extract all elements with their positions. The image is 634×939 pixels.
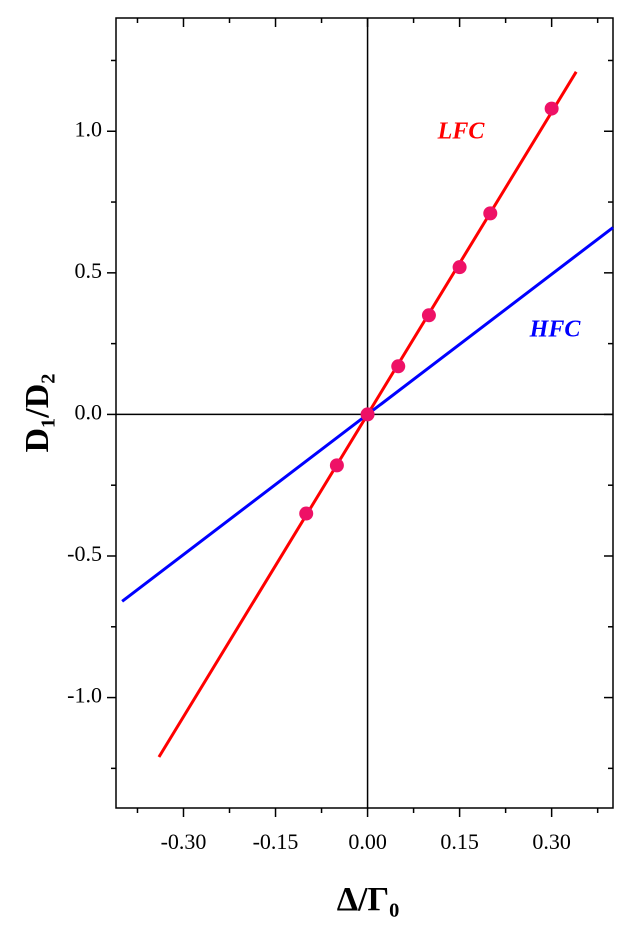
data-point [452, 260, 467, 275]
series-label: LFC [437, 119, 486, 145]
data-point [299, 506, 314, 521]
data-point [360, 407, 375, 422]
y-tick-label: 0.5 [75, 258, 103, 283]
y-axis-title: D₁/D₂ [19, 374, 56, 453]
y-tick-label: -0.5 [67, 541, 102, 566]
y-tick-label: 1.0 [75, 116, 103, 141]
data-point [329, 458, 344, 473]
data-point [483, 206, 498, 221]
x-tick-label: 0.30 [532, 829, 571, 854]
y-tick-label: 0.0 [75, 399, 103, 424]
plot-frame [115, 17, 614, 809]
series-label: HFC [529, 317, 582, 343]
data-point [391, 359, 406, 374]
x-tick-label: -0.30 [161, 829, 207, 854]
data-point [544, 101, 559, 116]
y-tick-label: -1.0 [67, 683, 102, 708]
x-axis-title: Δ/Γ₀ [337, 881, 400, 918]
x-tick-label: 0.00 [348, 829, 387, 854]
x-tick-label: 0.15 [440, 829, 479, 854]
x-tick-label: -0.15 [253, 829, 299, 854]
data-point [421, 308, 436, 323]
